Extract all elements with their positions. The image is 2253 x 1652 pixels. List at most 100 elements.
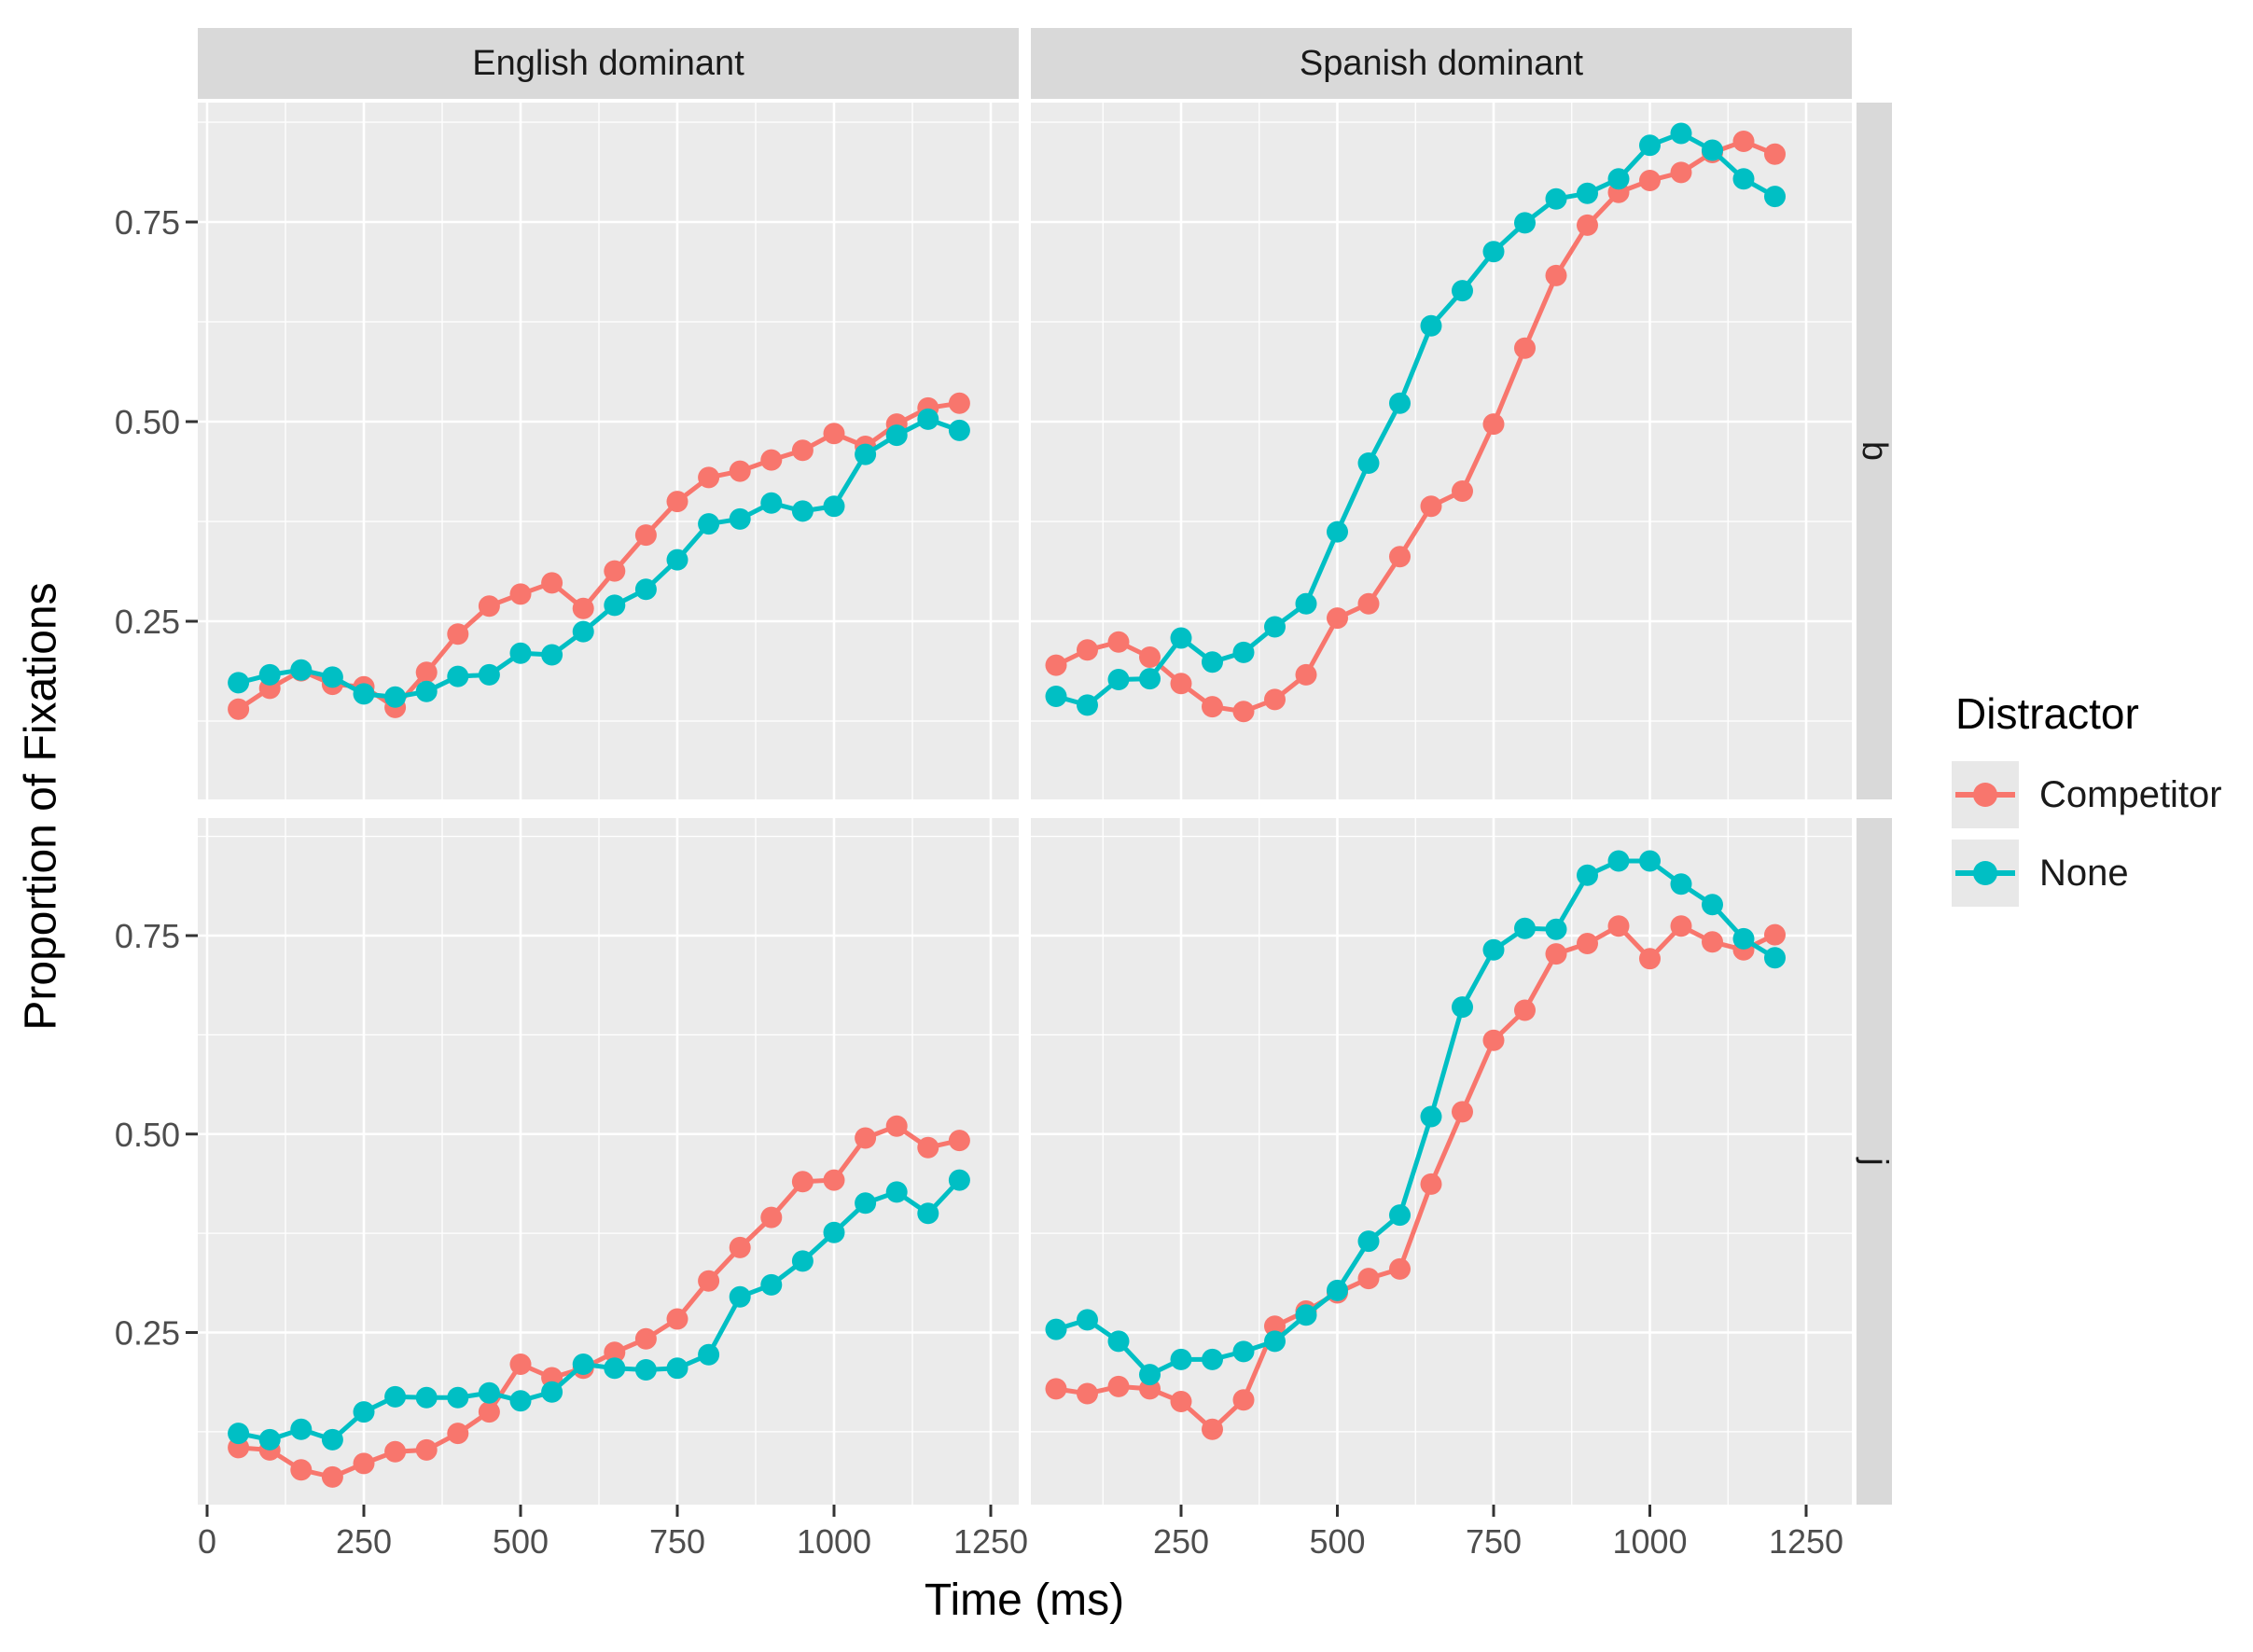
- data-point-none: [541, 644, 563, 666]
- data-point-competitor: [634, 1327, 657, 1350]
- y-tick-label: 0.50: [115, 1116, 180, 1154]
- data-point-competitor: [1232, 1389, 1255, 1411]
- data-point-competitor: [1327, 607, 1348, 630]
- data-point-none: [1295, 1304, 1317, 1326]
- data-point-competitor: [604, 560, 626, 582]
- data-point-none: [447, 665, 469, 687]
- data-point-competitor: [1389, 1257, 1411, 1280]
- data-point-competitor: [541, 572, 563, 594]
- data-point-competitor: [1639, 170, 1661, 191]
- data-point-competitor: [948, 1130, 970, 1152]
- data-point-none: [509, 1390, 532, 1412]
- data-point-none: [1232, 641, 1255, 663]
- x-tick-label: 1250: [1769, 1522, 1843, 1561]
- x-tick-label: 250: [336, 1522, 392, 1561]
- panel-j-english: [198, 818, 1019, 1505]
- facet-strip-english-dominant-label: English dominant: [472, 43, 744, 83]
- data-point-competitor: [1545, 943, 1567, 965]
- data-point-competitor: [1420, 1173, 1442, 1195]
- data-point-none: [509, 642, 532, 664]
- data-point-competitor: [1107, 1375, 1130, 1397]
- facet-strip-spanish-dominant-label: Spanish dominant: [1299, 43, 1584, 83]
- data-point-none: [478, 663, 500, 686]
- data-point-none: [1107, 1330, 1130, 1353]
- data-point-none: [666, 1357, 688, 1380]
- data-point-competitor: [1764, 143, 1786, 165]
- data-point-competitor: [1295, 663, 1317, 686]
- data-point-competitor: [698, 466, 720, 489]
- data-point-competitor: [1577, 933, 1598, 954]
- data-point-competitor: [1045, 654, 1067, 676]
- data-point-none: [321, 666, 343, 688]
- data-point-none: [1764, 947, 1786, 969]
- data-point-none: [791, 1250, 814, 1272]
- data-point-none: [384, 686, 407, 708]
- data-point-none: [1420, 1105, 1442, 1128]
- data-point-none: [228, 1423, 250, 1445]
- data-point-none: [1420, 314, 1442, 337]
- data-point-competitor: [1357, 1268, 1380, 1290]
- data-point-competitor: [1107, 631, 1130, 653]
- data-point-none: [1670, 122, 1692, 145]
- data-point-none: [1264, 616, 1286, 638]
- data-point-none: [1514, 212, 1536, 234]
- data-point-none: [290, 1418, 313, 1440]
- data-point-none: [885, 424, 908, 447]
- data-point-competitor: [1389, 546, 1411, 568]
- data-point-competitor: [478, 595, 500, 618]
- data-point-competitor: [1452, 480, 1473, 502]
- x-tick-label: 1000: [1612, 1522, 1687, 1561]
- data-point-competitor: [1482, 1029, 1505, 1051]
- data-point-none: [634, 578, 657, 601]
- data-point-none: [1732, 168, 1755, 190]
- data-point-none: [1202, 651, 1223, 673]
- data-point-competitor: [1264, 688, 1286, 711]
- legend-title: Distractor: [1955, 689, 2139, 738]
- data-point-none: [1327, 1279, 1348, 1301]
- legend-item-none: None: [1952, 840, 2253, 907]
- data-point-competitor: [1670, 161, 1692, 184]
- data-point-none: [855, 443, 877, 465]
- data-point-none: [1389, 1204, 1411, 1227]
- legend: Distractor Competitor None: [1952, 688, 2253, 918]
- data-point-none: [1202, 1348, 1223, 1370]
- data-point-competitor: [290, 1459, 313, 1481]
- data-point-none: [698, 513, 720, 535]
- data-point-none: [823, 1221, 845, 1243]
- data-point-none: [1232, 1340, 1255, 1363]
- data-point-competitor: [917, 1136, 939, 1159]
- facet-strip-row-b: b: [1855, 103, 1894, 799]
- data-point-none: [353, 683, 375, 705]
- data-point-none: [1607, 850, 1630, 872]
- data-point-none: [666, 548, 688, 571]
- data-point-competitor: [1639, 948, 1661, 970]
- data-point-competitor: [760, 1206, 783, 1229]
- data-point-none: [1732, 927, 1755, 950]
- legend-item-competitor-label: Competitor: [2039, 773, 2222, 815]
- data-point-none: [917, 408, 939, 430]
- y-tick-label: 0.25: [115, 1314, 180, 1353]
- data-point-competitor: [1577, 214, 1598, 236]
- data-point-none: [1607, 168, 1630, 190]
- data-point-none: [698, 1343, 720, 1366]
- data-point-competitor: [729, 1236, 751, 1258]
- data-point-competitor: [1702, 931, 1723, 953]
- data-point-none: [1357, 452, 1380, 474]
- data-point-none: [855, 1192, 877, 1215]
- data-point-none: [1545, 187, 1567, 210]
- data-point-competitor: [791, 439, 814, 462]
- data-point-none: [384, 1385, 407, 1408]
- data-point-none: [572, 620, 594, 643]
- panel-j-spanish: [1031, 818, 1852, 1505]
- data-point-none: [1764, 186, 1786, 208]
- x-tick-label: 1000: [797, 1522, 871, 1561]
- legend-item-competitor: Competitor: [1952, 761, 2253, 828]
- data-point-none: [885, 1181, 908, 1203]
- data-point-competitor: [228, 698, 250, 720]
- data-point-competitor: [791, 1171, 814, 1193]
- facet-strip-row-j: j: [1855, 818, 1894, 1505]
- y-tick-label: 0.50: [115, 403, 180, 441]
- x-tick-label: 750: [1466, 1522, 1522, 1561]
